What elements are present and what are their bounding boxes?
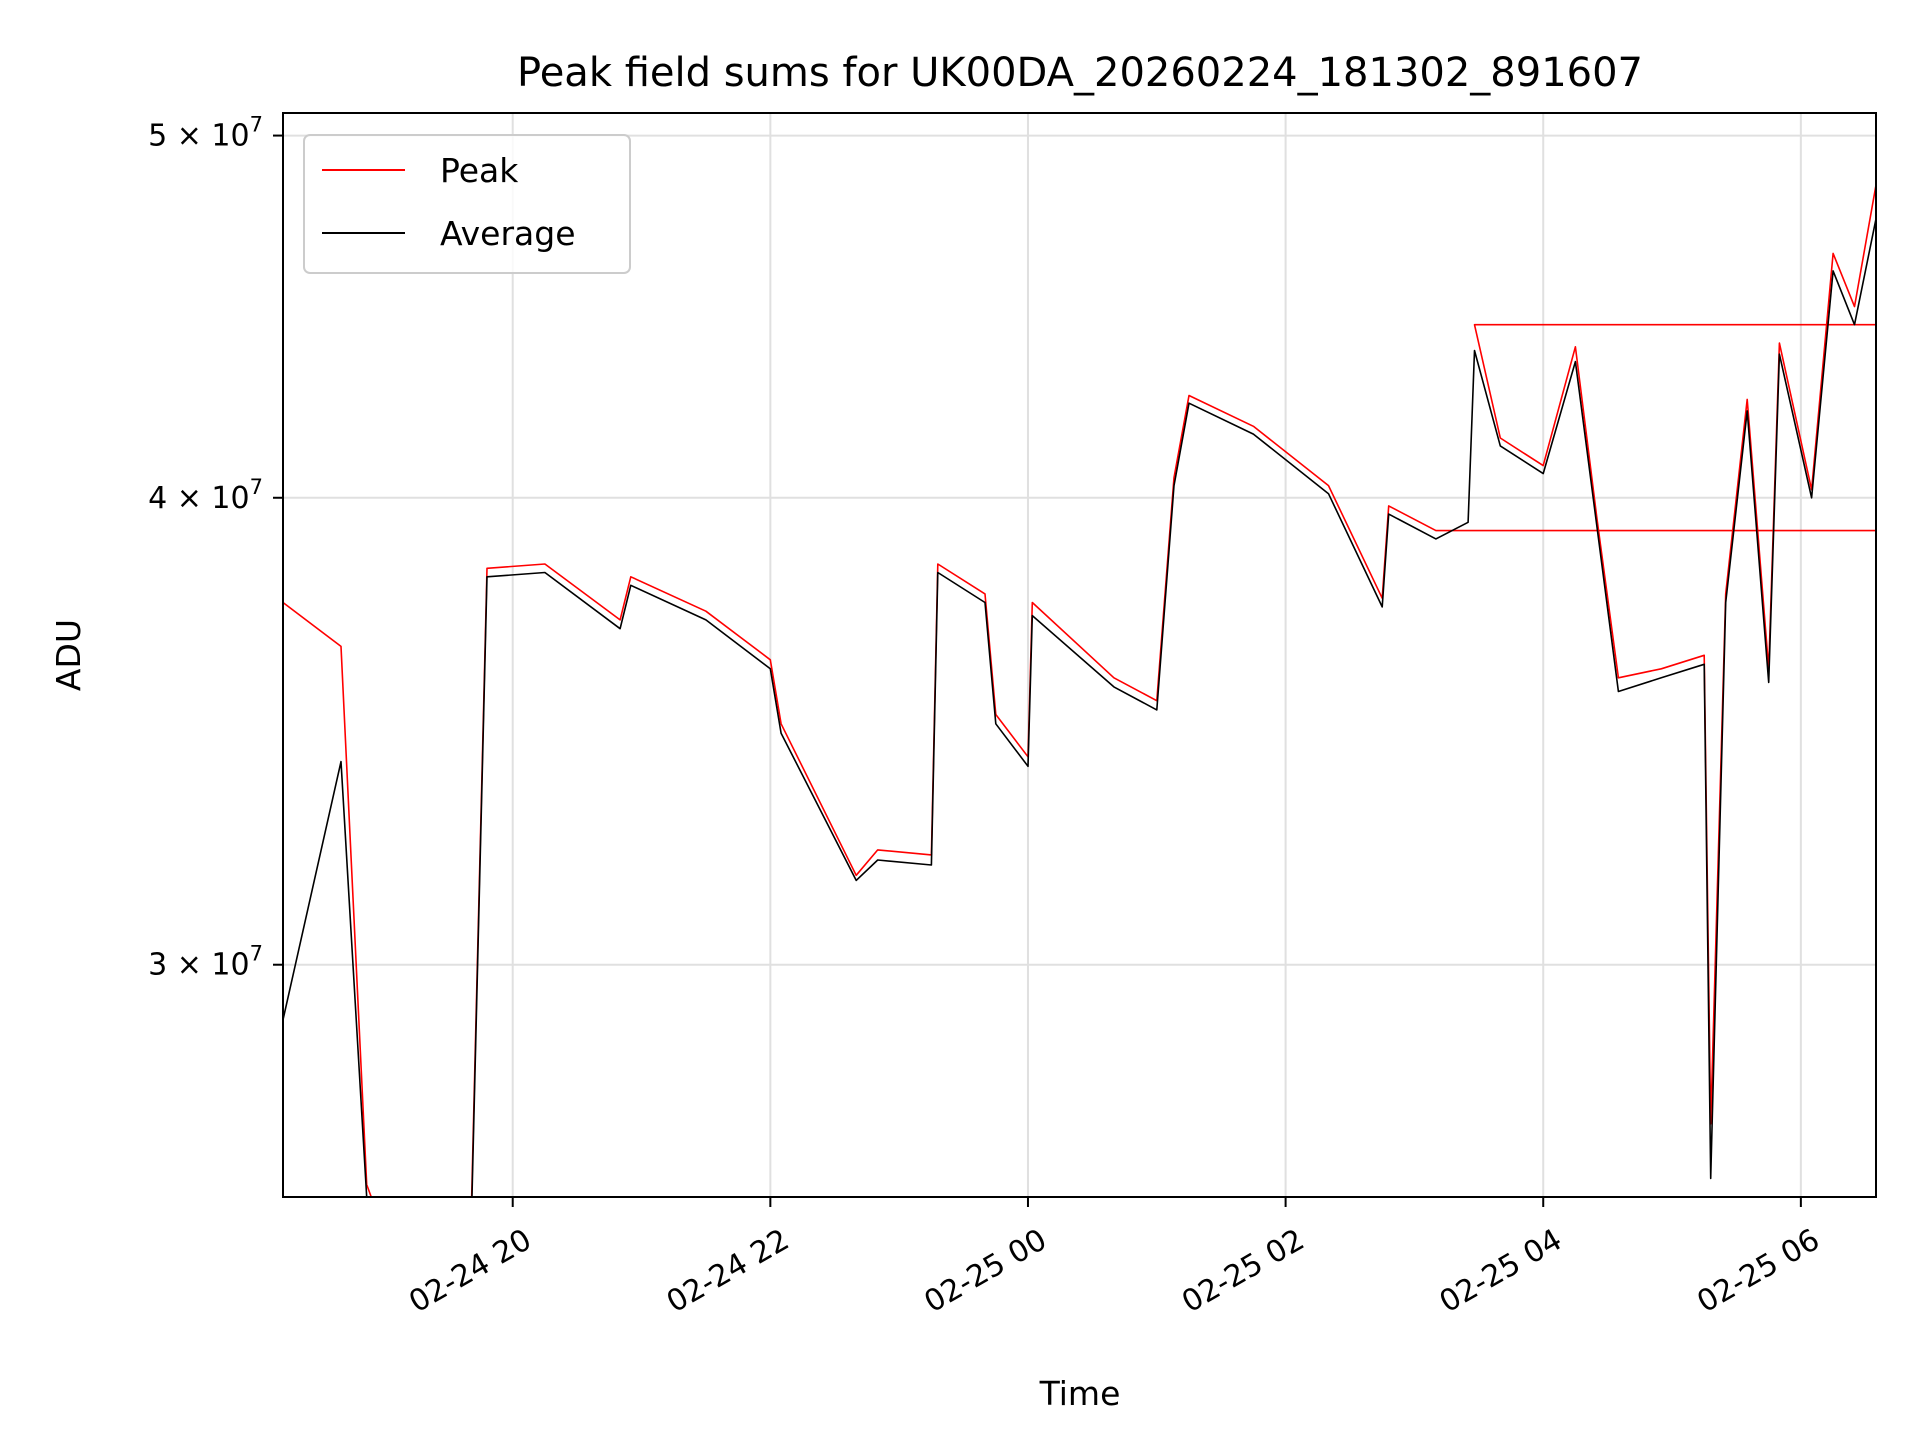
legend: Peak Average [303, 134, 631, 274]
x-tick-label: 02-24 22 [661, 1222, 795, 1320]
x-tick-label: 02-25 00 [918, 1222, 1052, 1320]
chart-title: Peak field sums for UK00DA_20260224_1813… [517, 50, 1643, 96]
plot-frame [282, 112, 1877, 1198]
y-tick-exponent: 7 [250, 113, 263, 137]
series-line-average [283, 218, 1876, 1197]
x-tick-label: 02-25 06 [1691, 1222, 1825, 1320]
series-layer [283, 185, 1920, 1274]
legend-label-peak: Peak [440, 151, 519, 190]
legend-label-average: Average [440, 214, 576, 253]
x-tick-label: 02-24 20 [403, 1222, 537, 1320]
x-axis-label: Time [1039, 1374, 1121, 1413]
y-tick-exponent: 7 [250, 475, 263, 499]
y-tick-base: 5 × 10 [148, 119, 249, 154]
x-tick-label: 02-25 04 [1434, 1222, 1568, 1320]
y-tick-label: 4 × 107 [148, 475, 263, 516]
y-axis-label: ADU [49, 619, 88, 691]
y-tick-label: 5 × 107 [148, 113, 263, 154]
grid-layer [283, 113, 1876, 1197]
y-tick-label: 3 × 107 [148, 942, 263, 983]
y-tick-base: 4 × 10 [148, 481, 249, 516]
series-line-peak [283, 185, 1920, 1274]
x-tick-label: 02-25 02 [1176, 1222, 1310, 1320]
x-axis-ticks: 02-24 20 02-24 22 02-25 00 02-25 02 02-25 04… [403, 1197, 1826, 1320]
y-tick-exponent: 7 [250, 942, 263, 966]
y-tick-base: 3 × 10 [148, 948, 249, 983]
